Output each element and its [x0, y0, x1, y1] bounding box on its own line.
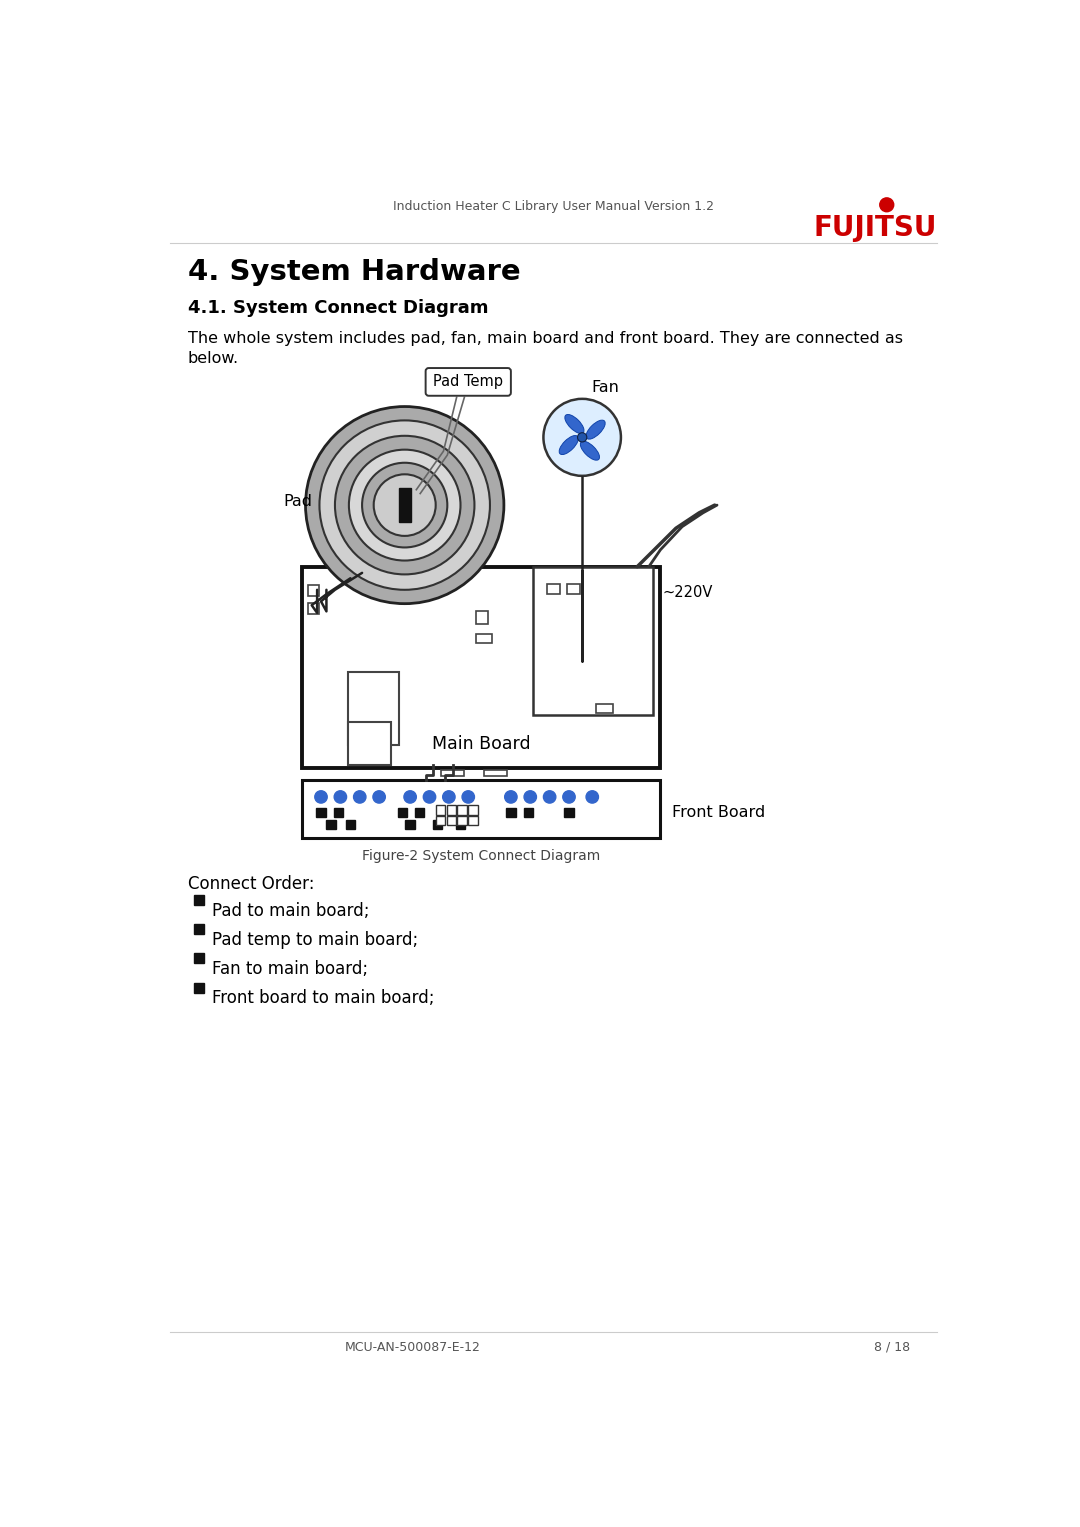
Bar [507, 808, 515, 817]
Circle shape [563, 791, 576, 803]
Text: 4.1. System Connect Diagram: 4.1. System Connect Diagram [188, 299, 488, 318]
Bar [565, 808, 573, 817]
Circle shape [306, 406, 504, 603]
Text: Connect Order:: Connect Order: [188, 875, 314, 893]
Bar [441, 770, 464, 776]
Bar [301, 780, 661, 838]
Bar [476, 611, 488, 625]
Bar [194, 895, 204, 904]
Bar [397, 808, 407, 817]
Bar [484, 770, 507, 776]
Circle shape [462, 791, 474, 803]
Circle shape [320, 420, 490, 589]
Text: Main Board: Main Board [432, 734, 530, 753]
Bar [346, 820, 355, 829]
Circle shape [578, 432, 586, 441]
Circle shape [880, 199, 894, 212]
Bar [435, 805, 445, 814]
Ellipse shape [565, 414, 584, 434]
Bar [532, 567, 652, 715]
Circle shape [524, 791, 537, 803]
Text: below.: below. [188, 351, 239, 366]
Circle shape [362, 463, 447, 548]
Bar [308, 585, 319, 596]
Bar [308, 603, 319, 614]
Bar [458, 815, 467, 826]
Text: Pad Temp: Pad Temp [433, 374, 503, 389]
Text: Front board to main board;: Front board to main board; [213, 989, 435, 1008]
Ellipse shape [586, 420, 605, 440]
Text: 4. System Hardware: 4. System Hardware [188, 258, 521, 286]
Bar [326, 820, 336, 829]
Bar [456, 820, 465, 829]
Text: Figure-2 System Connect Diagram: Figure-2 System Connect Diagram [362, 849, 599, 863]
Bar [469, 815, 477, 826]
Text: Fan to main board;: Fan to main board; [213, 960, 368, 979]
Bar [194, 924, 204, 935]
Circle shape [443, 791, 455, 803]
Circle shape [334, 791, 347, 803]
Bar [446, 805, 456, 814]
Circle shape [543, 399, 621, 476]
FancyBboxPatch shape [426, 368, 511, 395]
Bar [334, 808, 343, 817]
Text: Pad temp to main board;: Pad temp to main board; [213, 931, 419, 948]
Circle shape [543, 791, 556, 803]
Circle shape [404, 791, 416, 803]
Bar [469, 805, 477, 814]
Circle shape [586, 791, 598, 803]
Bar [194, 982, 204, 993]
Bar [596, 704, 613, 713]
Bar [415, 808, 424, 817]
Circle shape [423, 791, 435, 803]
Circle shape [335, 435, 474, 574]
Bar [446, 815, 456, 826]
Circle shape [353, 791, 366, 803]
Text: The whole system includes pad, fan, main board and front board. They are connect: The whole system includes pad, fan, main… [188, 331, 903, 347]
Bar [433, 820, 442, 829]
Bar [435, 815, 445, 826]
Ellipse shape [580, 441, 599, 460]
Text: Pad: Pad [284, 493, 313, 508]
Circle shape [504, 791, 517, 803]
Circle shape [374, 475, 435, 536]
Bar [524, 808, 534, 817]
Circle shape [373, 791, 386, 803]
Bar [476, 634, 491, 643]
Bar [348, 672, 399, 745]
Ellipse shape [559, 435, 578, 455]
Bar [548, 583, 559, 594]
Bar [194, 953, 204, 964]
Text: Front Board: Front Board [672, 805, 766, 820]
Bar [567, 583, 580, 594]
Circle shape [314, 791, 327, 803]
Bar [316, 808, 326, 817]
Bar [301, 567, 661, 768]
Text: 8 / 18: 8 / 18 [874, 1341, 910, 1354]
Bar [399, 489, 410, 522]
Text: ~220V: ~220V [662, 585, 713, 600]
Text: Pad to main board;: Pad to main board; [213, 901, 370, 919]
Text: FUJITSU: FUJITSU [813, 214, 937, 241]
Text: MCU-AN-500087-E-12: MCU-AN-500087-E-12 [345, 1341, 481, 1354]
Text: Induction Heater C Library User Manual Version 1.2: Induction Heater C Library User Manual V… [393, 200, 714, 212]
Bar [348, 722, 391, 765]
Circle shape [349, 449, 460, 560]
Bar [405, 820, 415, 829]
Text: Fan: Fan [592, 380, 619, 395]
Bar [458, 805, 467, 814]
